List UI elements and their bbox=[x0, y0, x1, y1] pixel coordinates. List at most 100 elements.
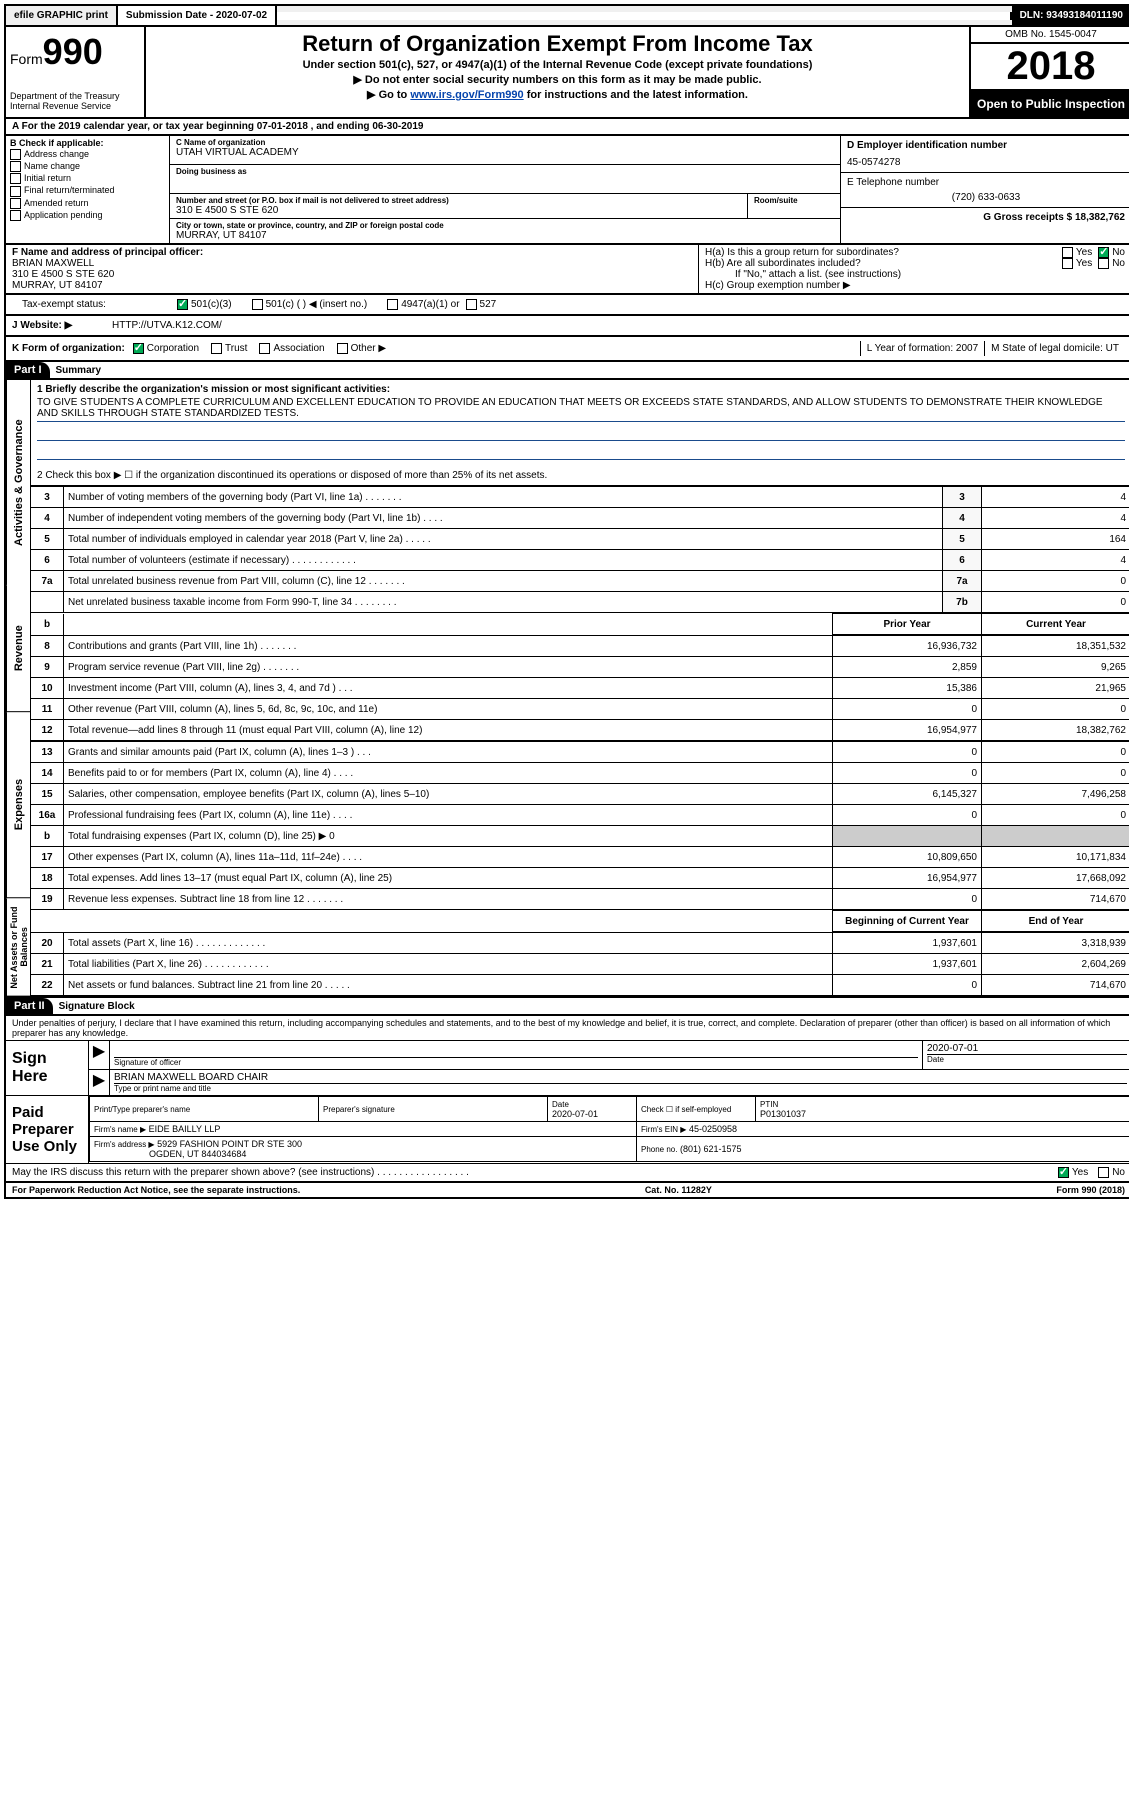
form-num-big: 990 bbox=[43, 31, 103, 72]
discuss-no[interactable]: No bbox=[1098, 1167, 1125, 1178]
firm-phone-label: Phone no. bbox=[641, 1145, 677, 1154]
state-domicile: M State of legal domicile: UT bbox=[984, 341, 1125, 356]
section-deg: D Employer identification number 45-0574… bbox=[841, 136, 1129, 243]
street-address: 310 E 4500 S STE 620 bbox=[176, 205, 741, 216]
form-subtitle-2: ▶ Do not enter social security numbers o… bbox=[154, 73, 961, 86]
chk-527[interactable] bbox=[466, 299, 477, 310]
yes-label: Yes bbox=[1072, 1167, 1088, 1178]
opt-4947: 4947(a)(1) or bbox=[401, 299, 459, 310]
firm-name-label: Firm's name ▶ bbox=[94, 1125, 146, 1134]
date-label: Date bbox=[927, 1054, 1127, 1064]
table-row: 17Other expenses (Part IX, column (A), l… bbox=[31, 847, 1129, 868]
dept-treasury: Department of the Treasury bbox=[10, 91, 140, 101]
sig-officer-label: Signature of officer bbox=[114, 1057, 918, 1067]
chk-501c[interactable] bbox=[252, 299, 263, 310]
ha-label: H(a) Is this a group return for subordin… bbox=[705, 247, 1062, 258]
chk-label: Address change bbox=[24, 149, 89, 159]
k-label: K Form of organization: bbox=[12, 343, 125, 354]
sub3-post: for instructions and the latest informat… bbox=[524, 89, 748, 101]
chk-application-pending[interactable]: Application pending bbox=[10, 210, 165, 221]
ha-no[interactable]: No bbox=[1098, 247, 1125, 258]
opt-trust: Trust bbox=[225, 343, 247, 354]
officer-addr2: MURRAY, UT 84107 bbox=[12, 280, 692, 291]
website-url[interactable]: HTTP://UTVA.K12.COM/ bbox=[112, 320, 222, 331]
check-self-employed[interactable]: Check ☐ if self-employed bbox=[641, 1105, 731, 1114]
opt-501c: 501(c) ( ) ◀ (insert no.) bbox=[266, 299, 368, 310]
discuss-yes[interactable]: Yes bbox=[1058, 1167, 1088, 1178]
opt-527: 527 bbox=[480, 299, 497, 310]
prep-date-label: Date bbox=[552, 1100, 569, 1109]
chk-trust[interactable] bbox=[211, 343, 222, 354]
chk-501c3[interactable] bbox=[177, 299, 188, 310]
vtab-revenue: Revenue bbox=[6, 585, 31, 712]
dept-irs: Internal Revenue Service bbox=[10, 101, 140, 111]
ha-yes[interactable]: Yes bbox=[1062, 247, 1092, 258]
year-formation: L Year of formation: 2007 bbox=[860, 341, 984, 356]
line1-label: 1 Briefly describe the organization's mi… bbox=[37, 384, 1125, 395]
signature-block: Under penalties of perjury, I declare th… bbox=[4, 1016, 1129, 1183]
table-row: 22Net assets or fund balances. Subtract … bbox=[31, 975, 1129, 996]
f-label: F Name and address of principal officer: bbox=[12, 247, 692, 258]
c-name-label: C Name of organization bbox=[176, 138, 834, 147]
firm-name: EIDE BAILLY LLP bbox=[149, 1124, 221, 1134]
table-row: 8Contributions and grants (Part VIII, li… bbox=[31, 636, 1129, 657]
table-row: bTotal fundraising expenses (Part IX, co… bbox=[31, 826, 1129, 847]
irs-link[interactable]: www.irs.gov/Form990 bbox=[410, 89, 523, 101]
opt-other: Other ▶ bbox=[351, 343, 386, 354]
footer-left: For Paperwork Reduction Act Notice, see … bbox=[12, 1185, 300, 1195]
form-number: Form990 bbox=[10, 31, 140, 73]
addr-cell: Number and street (or P.O. box if mail i… bbox=[170, 194, 840, 219]
part2-title: Signature Block bbox=[53, 1001, 135, 1012]
chk-label: Amended return bbox=[24, 198, 89, 208]
footer-right: Form 990 (2018) bbox=[1056, 1185, 1125, 1195]
firm-addr2: OGDEN, UT 844034684 bbox=[149, 1149, 246, 1159]
chk-final-return[interactable]: Final return/terminated bbox=[10, 185, 165, 196]
ag-table: 3Number of voting members of the governi… bbox=[31, 486, 1129, 613]
city-label: City or town, state or province, country… bbox=[176, 221, 834, 230]
e-label: E Telephone number bbox=[847, 177, 1125, 188]
ptin-value: P01301037 bbox=[760, 1109, 806, 1119]
efile-label[interactable]: efile GRAPHIC print bbox=[6, 6, 118, 25]
hb-label: H(b) Are all subordinates included? bbox=[705, 258, 1062, 269]
table-row: 20Total assets (Part X, line 16) . . . .… bbox=[31, 933, 1129, 954]
type-print-label: Type or print name and title bbox=[114, 1083, 1127, 1093]
line2-text: 2 Check this box ▶ ☐ if the organization… bbox=[37, 470, 1125, 481]
chk-4947[interactable] bbox=[387, 299, 398, 310]
sign-here-label: Sign Here bbox=[6, 1041, 88, 1095]
chk-other[interactable] bbox=[337, 343, 348, 354]
prep-name-label: Print/Type preparer's name bbox=[94, 1105, 190, 1114]
website-row: J Website: ▶ HTTP://UTVA.K12.COM/ bbox=[4, 316, 1129, 337]
table-row: 5Total number of individuals employed in… bbox=[31, 529, 1129, 550]
hb-yes[interactable]: Yes bbox=[1062, 258, 1092, 269]
chk-address-change[interactable]: Address change bbox=[10, 149, 165, 160]
sig-officer-cell: Signature of officer bbox=[110, 1041, 922, 1069]
net-table: 20Total assets (Part X, line 16) . . . .… bbox=[31, 932, 1129, 996]
table-row: 18Total expenses. Add lines 13–17 (must … bbox=[31, 868, 1129, 889]
chk-name-change[interactable]: Name change bbox=[10, 161, 165, 172]
firm-ein-label: Firm's EIN ▶ bbox=[641, 1125, 686, 1134]
header-left: Form990 Department of the Treasury Inter… bbox=[6, 27, 146, 117]
section-h: H(a) Is this a group return for subordin… bbox=[699, 245, 1129, 293]
form-prefix: Form bbox=[10, 51, 43, 67]
form-subtitle-3: ▶ Go to www.irs.gov/Form990 for instruct… bbox=[154, 88, 961, 101]
chk-initial-return[interactable]: Initial return bbox=[10, 173, 165, 184]
chk-label: Name change bbox=[24, 161, 80, 171]
chk-corporation[interactable] bbox=[133, 343, 144, 354]
table-row: 4Number of independent voting members of… bbox=[31, 508, 1129, 529]
vtab-expenses: Expenses bbox=[6, 712, 31, 898]
part1-body: Activities & Governance Revenue Expenses… bbox=[4, 380, 1129, 998]
ein-value: 45-0574278 bbox=[847, 157, 1125, 168]
no-label: No bbox=[1112, 258, 1125, 269]
chk-association[interactable] bbox=[259, 343, 270, 354]
section-c: C Name of organization UTAH VIRTUAL ACAD… bbox=[170, 136, 841, 243]
bocy-header: Beginning of Current Year End of Year bbox=[31, 910, 1129, 932]
paid-prep-label: Paid Preparer Use Only bbox=[6, 1096, 88, 1163]
prep-fields: Print/Type preparer's name Preparer's si… bbox=[88, 1096, 1129, 1163]
prep-table: Print/Type preparer's name Preparer's si… bbox=[89, 1096, 1129, 1162]
part1-title: Summary bbox=[50, 365, 102, 376]
prep-date: 2020-07-01 bbox=[552, 1109, 598, 1119]
hb-no[interactable]: No bbox=[1098, 258, 1125, 269]
prep-sig-label: Preparer's signature bbox=[323, 1105, 395, 1114]
chk-amended-return[interactable]: Amended return bbox=[10, 198, 165, 209]
table-row: 21Total liabilities (Part X, line 26) . … bbox=[31, 954, 1129, 975]
